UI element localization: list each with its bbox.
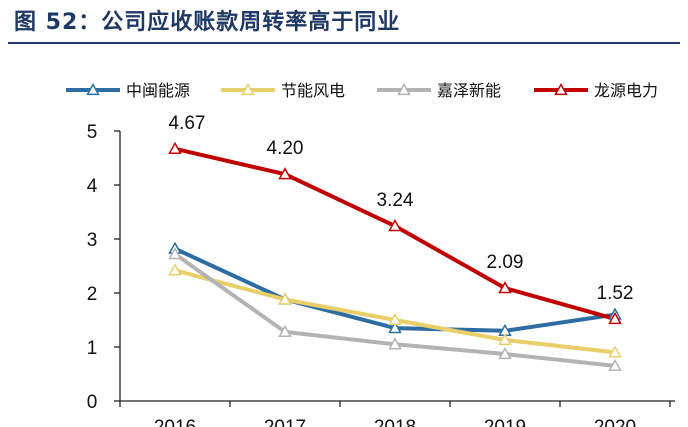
data-point-marker: [241, 82, 255, 96]
x-tick-label: 2020: [594, 417, 636, 427]
data-point-marker: [168, 141, 182, 154]
chart-data-labels: 4.67 4.20 3.24 2.09 1.52: [169, 113, 634, 304]
data-point-marker: [278, 324, 292, 338]
y-tick-label: 0: [87, 392, 98, 413]
data-point-marker: [498, 346, 512, 360]
data-label: 4.67: [169, 113, 206, 134]
data-point-marker: [608, 358, 622, 372]
data-point-marker: [168, 263, 182, 276]
data-label: 2.09: [487, 252, 524, 273]
data-point-marker: [608, 345, 622, 358]
chart-series: [168, 141, 622, 372]
x-tick-label: 2016: [154, 417, 196, 427]
data-point-marker: [86, 82, 100, 96]
y-tick-label: 5: [87, 122, 98, 143]
data-label: 3.24: [377, 190, 414, 211]
data-point-marker: [498, 332, 512, 346]
y-tick-label: 4: [87, 176, 98, 197]
legend-label: 节能风电: [281, 81, 345, 100]
chart-axes: 0 1 2 3 4 5 2016 2017 2018 2019 2020: [87, 122, 675, 427]
figure-header: 图 52：公司应收账款周转率高于同业: [0, 0, 688, 46]
x-tick-label: 2017: [264, 417, 306, 427]
legend-label: 龙源电力: [594, 81, 658, 100]
data-label: 4.20: [267, 138, 304, 159]
data-point-marker: [168, 247, 182, 260]
y-tick-label: 1: [87, 338, 98, 359]
series-line: [174, 146, 616, 321]
data-point-marker: [388, 337, 402, 350]
legend-label: 嘉泽新能: [437, 81, 501, 100]
data-point-marker: [554, 82, 568, 96]
x-tick-label: 2018: [374, 417, 416, 427]
y-tick-label: 3: [87, 230, 98, 251]
data-point-marker: [388, 312, 402, 326]
data-point-marker: [608, 311, 622, 325]
y-tick-label: 2: [87, 284, 98, 305]
data-point-marker: [278, 167, 292, 180]
data-point-marker: [498, 281, 512, 294]
data-point-marker: [397, 82, 411, 96]
x-tick-label: 2019: [484, 417, 526, 427]
data-label: 1.52: [597, 283, 634, 304]
data-point-marker: [388, 218, 402, 232]
data-point-marker: [388, 321, 402, 334]
figure-title: 图 52：公司应收账款周转率高于同业: [14, 10, 401, 35]
data-point-marker: [278, 292, 292, 305]
chart-legend: 中闽能源 节能风电 嘉泽新能 龙源电力: [66, 81, 658, 100]
legend-label: 中闽能源: [126, 81, 190, 100]
title-divider: [8, 42, 680, 44]
